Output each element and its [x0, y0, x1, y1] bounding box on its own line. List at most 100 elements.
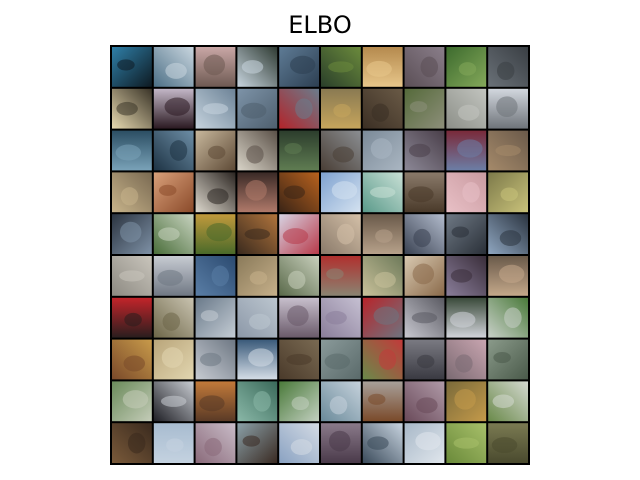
sample-tile-subject — [158, 227, 180, 241]
sample-tile-subject — [286, 353, 312, 366]
sample-tile-subject — [161, 347, 184, 368]
sample-tile-subject — [124, 312, 142, 327]
sample-tile-subject — [367, 436, 389, 450]
sample-tile-subject — [504, 307, 522, 329]
sample-tile-subject — [462, 181, 480, 203]
sample-tile-subject — [454, 388, 476, 410]
sample-tile-subject — [453, 437, 480, 449]
sample-tile-subject — [287, 305, 309, 327]
sample-tile-subject — [202, 103, 229, 115]
sample-tile-subject — [324, 353, 351, 370]
sample-tile-subject — [169, 140, 188, 161]
sample-tile-subject — [115, 144, 142, 161]
sample-tile-subject — [371, 103, 390, 122]
sample-tile-subject — [409, 101, 428, 113]
sample-tile-subject — [496, 61, 515, 81]
sample-tile-subject — [420, 56, 439, 78]
sample-tile-subject — [408, 143, 431, 158]
sample-tile-subject — [491, 437, 518, 454]
sample-tile-subject — [162, 312, 181, 331]
sample-tile-subject — [455, 354, 473, 373]
sample-tile-subject — [498, 264, 525, 284]
sample-tile-subject — [449, 311, 476, 328]
sample-tile-subject — [242, 435, 261, 447]
sample-tile-subject — [450, 269, 473, 283]
sample-tile-subject — [457, 104, 480, 121]
sample-tile-subject — [366, 60, 392, 77]
sample-tile-subject — [413, 228, 431, 248]
sample-tile-subject — [248, 313, 271, 330]
sample-tile-subject — [199, 352, 222, 367]
figure-title: ELBO — [288, 11, 352, 39]
sample-tile-subject — [326, 268, 344, 280]
sample-grid-canvas — [110, 45, 530, 465]
sample-tile-subject — [496, 96, 518, 118]
sample-tile-subject — [158, 184, 177, 196]
sample-tile-subject — [120, 187, 139, 206]
sample-tile-subject — [457, 139, 483, 158]
sample-tile-subject — [458, 62, 477, 76]
sample-tile-subject — [123, 355, 146, 372]
sample-tile-subject — [287, 270, 306, 290]
sample-tile-subject — [249, 271, 268, 285]
sample-tile-subject — [411, 312, 438, 324]
sample-tile-subject — [373, 306, 400, 325]
sample-tile-subject — [492, 394, 515, 409]
sample-tile-subject — [415, 431, 441, 451]
sample-tile-subject — [200, 310, 219, 322]
sample-tile-subject — [289, 55, 316, 75]
sample-tile-subject — [245, 179, 267, 201]
sample-tile-subject — [412, 263, 435, 285]
sample-tile-subject — [369, 186, 396, 198]
sample-tile-subject — [329, 396, 348, 415]
sample-tile-subject — [199, 395, 225, 412]
sample-tile-subject — [495, 144, 521, 157]
sample-tile-subject — [290, 439, 313, 456]
sample-tile-subject — [119, 221, 142, 243]
sample-tile-subject — [367, 393, 386, 405]
sample-tile-subject — [164, 97, 191, 116]
sample-tile-subject — [127, 432, 146, 454]
sample-tile-subject — [378, 349, 397, 370]
sample-tile-subject — [116, 101, 138, 116]
sample-tile-subject — [291, 396, 310, 411]
sample-tile-subject — [328, 61, 354, 73]
sample-tile-subject — [241, 60, 264, 74]
sample-tile-subject — [166, 438, 184, 452]
sample-tile-subject — [246, 145, 264, 164]
sample-tile-subject — [370, 138, 393, 159]
sample-tile-subject — [157, 269, 183, 286]
sample-tile-subject — [408, 186, 434, 203]
sample-tile-subject — [203, 54, 226, 76]
sample-tile-subject — [283, 185, 306, 200]
sample-tile-subject — [165, 62, 187, 79]
sample-tile-subject — [493, 351, 511, 364]
sample-tile-subject — [451, 226, 470, 238]
sample-tile-subject — [122, 390, 149, 409]
sample-tile-subject — [332, 146, 355, 163]
sample-tile-subject — [416, 354, 435, 369]
sample-tile-subject — [375, 229, 393, 243]
sample-tile-subject — [499, 230, 522, 247]
sample-tile-subject — [206, 222, 232, 242]
sample-tile-subject — [119, 270, 145, 282]
sample-tile-subject — [248, 348, 274, 367]
sample-tile-subject — [240, 102, 267, 119]
sample-tile-subject — [295, 98, 313, 120]
sample-tile-subject — [253, 390, 271, 412]
sample-tile-subject — [328, 430, 351, 452]
sample-tile-subject — [117, 59, 135, 71]
sample-tile-subject — [211, 265, 230, 287]
sample-tile-subject — [500, 187, 519, 202]
sample-tile-subject — [374, 271, 396, 288]
sample-tile-subject — [336, 223, 355, 245]
sample-tile-subject — [160, 395, 187, 407]
sample-tile-subject — [333, 103, 351, 118]
sample-tile-subject — [416, 397, 438, 414]
sample-tile-subject — [244, 228, 271, 240]
sample-tile-subject — [284, 142, 302, 155]
sample-tile-subject — [282, 228, 309, 245]
sample-tile-subject — [207, 145, 226, 160]
sample-tile-subject — [325, 310, 347, 325]
sample-tile-subject — [204, 437, 222, 457]
